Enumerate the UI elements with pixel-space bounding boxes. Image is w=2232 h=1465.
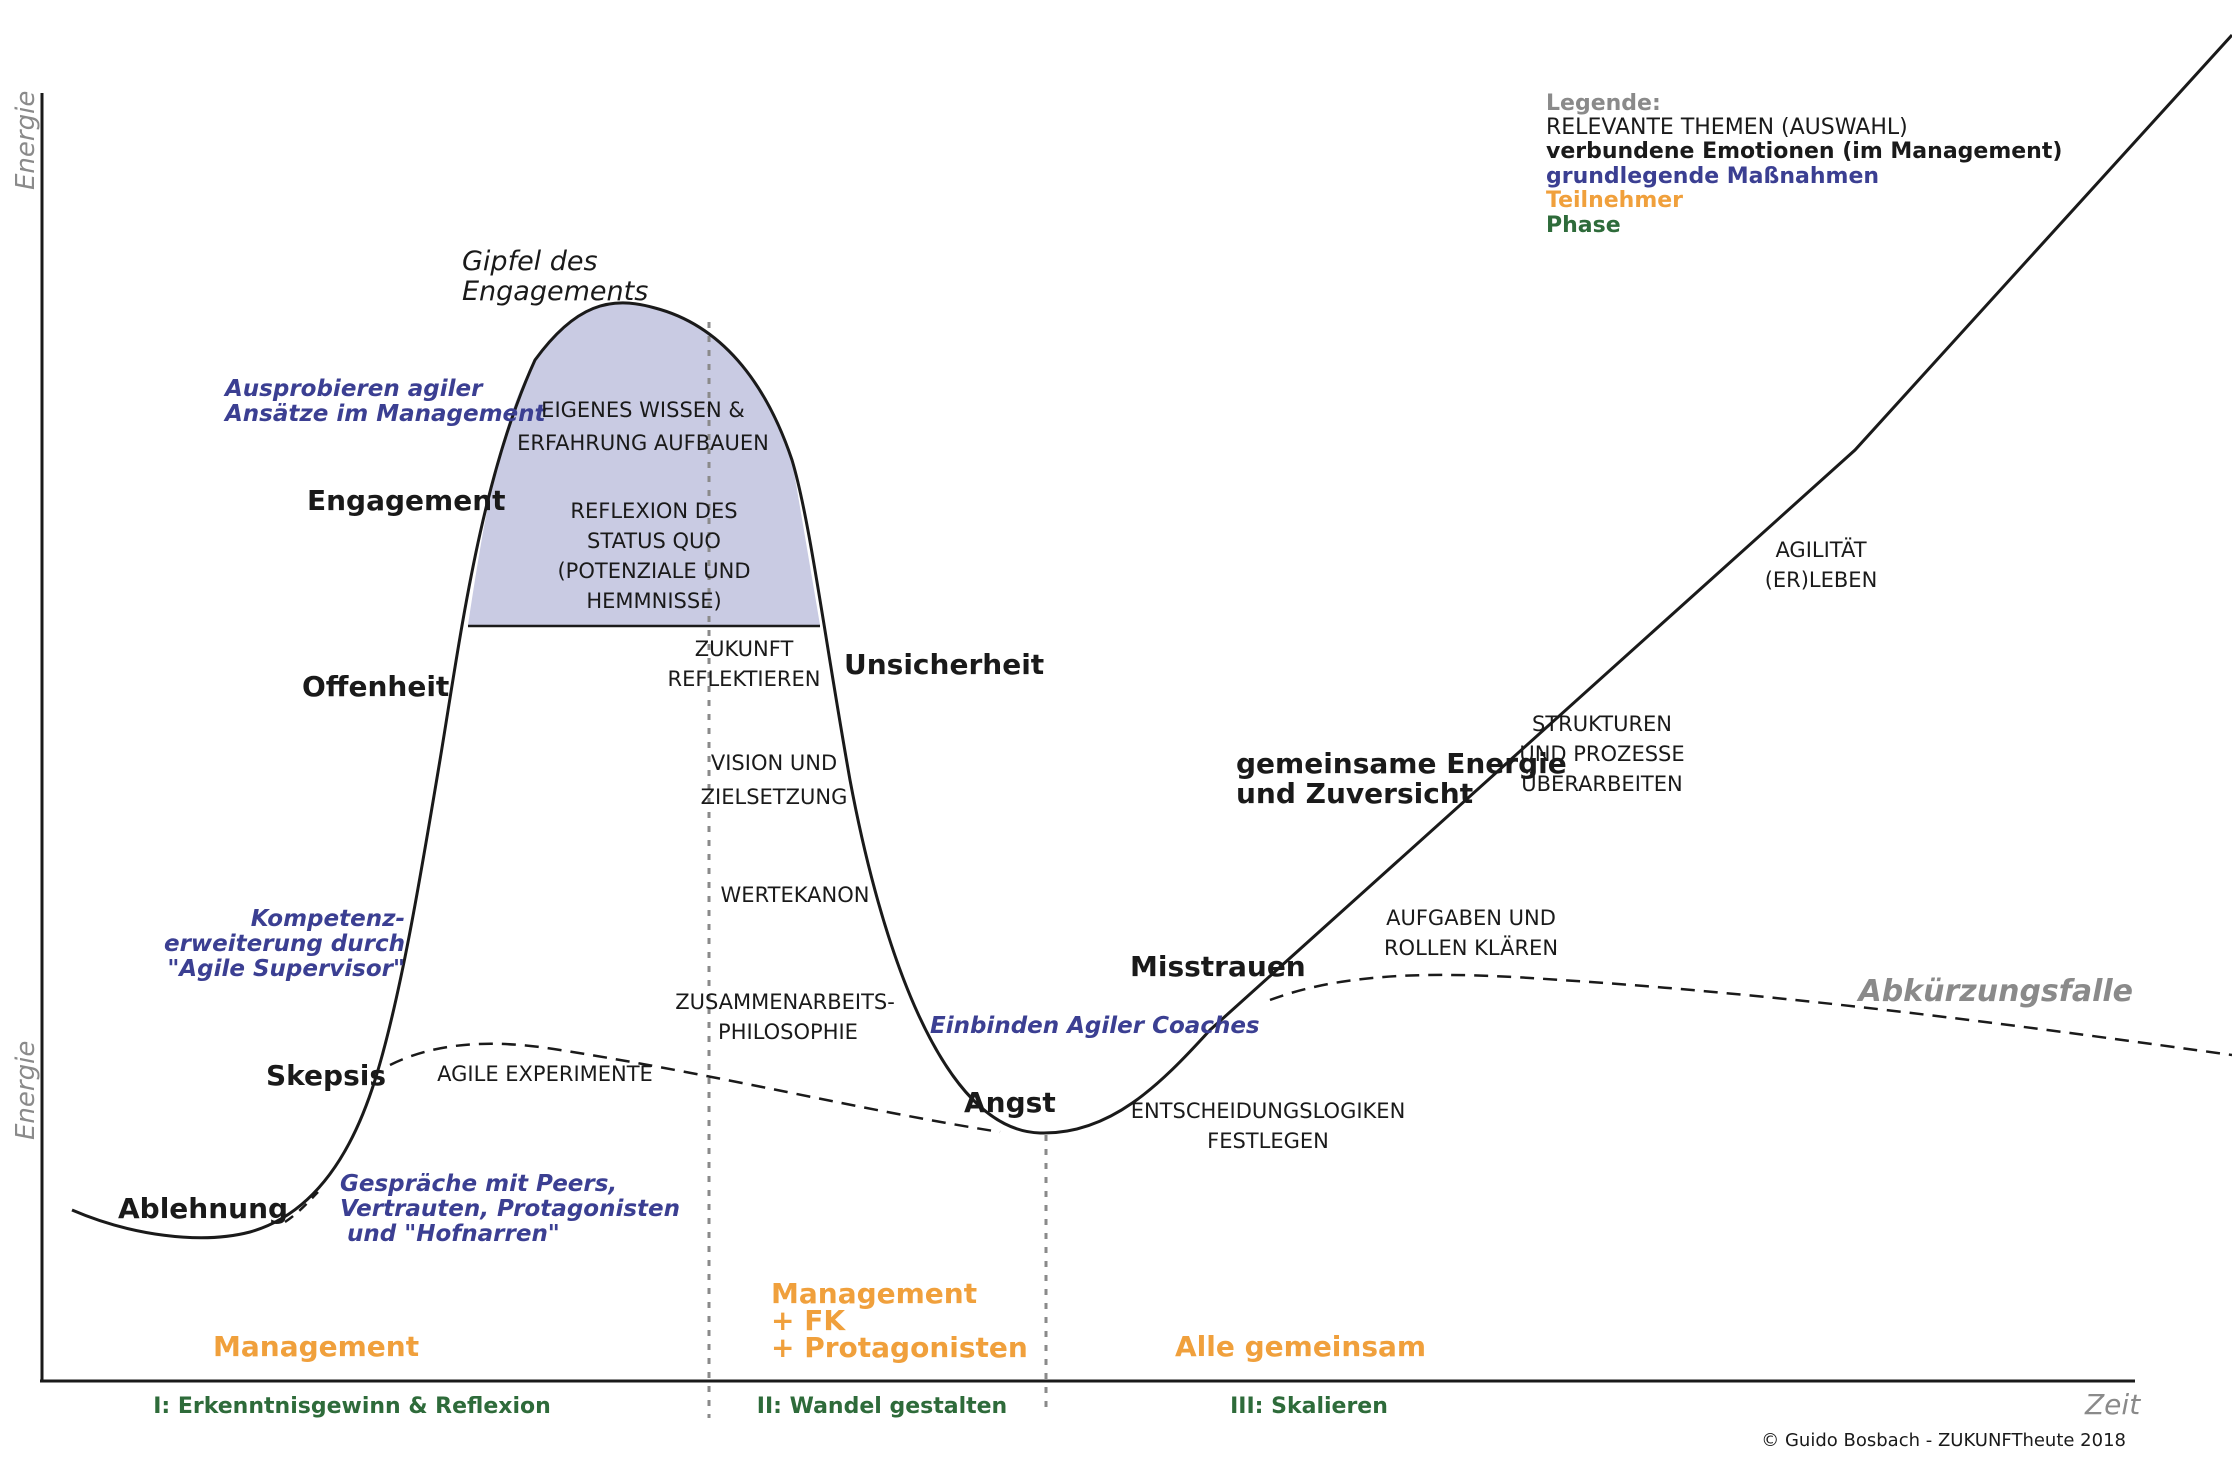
theme-zusammen-line2: PHILOSOPHIE [718, 1020, 858, 1044]
theme-zusammen-line1: ZUSAMMENARBEITS- [675, 990, 895, 1014]
theme-reflexion-line2: STATUS QUO [587, 529, 721, 553]
phase-3-label: III: Skalieren [1230, 1394, 1388, 1419]
measure-kompetenz-line2: erweiterung durch [164, 931, 405, 957]
emotion-engagement: Engagement [307, 484, 506, 517]
legend-themes: RELEVANTE THEMEN (AUSWAHL) [1546, 115, 1908, 140]
legend-emotions: verbundene Emotionen (im Management) [1546, 139, 2062, 164]
participants-mid-line2: + FK [771, 1304, 846, 1337]
measure-gespraeche-line1: Gespräche mit Peers, [340, 1171, 617, 1197]
participants-all: Alle gemeinsam [1175, 1330, 1426, 1363]
theme-zukunft-line2: REFLEKTIEREN [668, 667, 821, 691]
emotion-ablehnung: Ablehnung [118, 1192, 288, 1225]
peak-label-line1: Gipfel des [462, 246, 598, 277]
participants-mid-line3: + Protagonisten [771, 1331, 1028, 1364]
emotion-energie-line2: und Zuversicht [1236, 777, 1473, 810]
measure-kompetenz-line1: Kompetenz- [251, 906, 405, 932]
y-axis-label-bottom: Energie [11, 1041, 41, 1140]
theme-aufgaben-line1: AUFGABEN UND [1386, 906, 1556, 930]
theme-agilitaet-line2: (ER)LEBEN [1765, 568, 1878, 592]
x-axis-label: Zeit [2084, 1388, 2141, 1421]
legend-title: Legende: [1546, 91, 1661, 116]
participants-mid-line1: Management [771, 1277, 977, 1310]
peak-shaded-region [468, 302, 820, 625]
theme-wertekanon: WERTEKANON [721, 883, 870, 907]
theme-aufgaben-line2: ROLLEN KLÄREN [1384, 935, 1558, 960]
legend-phase: Phase [1546, 213, 1621, 238]
emotion-skepsis: Skepsis [266, 1059, 386, 1092]
theme-strukturen-line3: ÜBERARBEITEN [1521, 771, 1682, 796]
theme-agilitaet-line1: AGILITÄT [1775, 537, 1866, 562]
participants-management: Management [213, 1330, 419, 1363]
legend: Legende: RELEVANTE THEMEN (AUSWAHL) verb… [1546, 91, 2062, 238]
y-axis-label-top: Energie [11, 91, 41, 190]
emotion-misstrauen: Misstrauen [1130, 950, 1306, 983]
theme-vision-line2: ZIELSETZUNG [701, 785, 848, 809]
theme-reflexion-line1: REFLEXION DES [570, 499, 737, 523]
measure-ausprobieren-line2: Ansätze im Management [223, 401, 547, 427]
legend-participants: Teilnehmer [1546, 188, 1683, 213]
peak-label-line2: Engagements [462, 276, 648, 307]
theme-strukturen-line2: UND PROZESSE [1519, 742, 1684, 766]
measure-coaches: Einbinden Agiler Coaches [930, 1013, 1260, 1039]
emotion-unsicherheit: Unsicherheit [844, 648, 1044, 681]
measure-ausprobieren-line1: Ausprobieren agiler [223, 376, 484, 402]
measure-kompetenz-line3: "Agile Supervisor" [167, 956, 405, 982]
phase-1-label: I: Erkenntnisgewinn & Reflexion [153, 1394, 551, 1419]
theme-experimente: AGILE EXPERIMENTE [437, 1062, 653, 1086]
measure-gespraeche-line2: Vertrauten, Protagonisten [340, 1196, 680, 1222]
theme-entscheidung-line1: ENTSCHEIDUNGSLOGIKEN [1131, 1099, 1406, 1123]
shortcut-trap-label: Abkürzungsfalle [1856, 974, 2133, 1009]
emotion-angst: Angst [964, 1086, 1056, 1119]
shortcut-dashed-curve-left [389, 1042, 1001, 1134]
shortcut-dashed-curve-right [1269, 973, 2232, 1057]
theme-reflexion-line4: HEMMNISSE) [586, 589, 721, 613]
emotion-offenheit: Offenheit [302, 670, 449, 703]
emotion-energie-line1: gemeinsame Energie [1236, 747, 1567, 780]
theme-reflexion-line3: (POTENZIALE UND [557, 559, 750, 583]
theme-wissen-line1: EIGENES WISSEN & [541, 398, 745, 422]
legend-measures: grundlegende Maßnahmen [1546, 164, 1879, 189]
theme-wissen-line2: ERFAHRUNG AUFBAUEN [517, 431, 769, 455]
phase-2-label: II: Wandel gestalten [757, 1394, 1007, 1419]
theme-vision-line1: VISION UND [711, 751, 837, 775]
theme-zukunft-line1: ZUKUNFT [695, 637, 794, 661]
measure-gespraeche-line3: und "Hofnarren" [347, 1221, 560, 1247]
copyright-note: © Guido Bosbach - ZUKUNFTheute 2018 [1761, 1430, 2126, 1451]
theme-strukturen-line1: STRUKTUREN [1532, 712, 1672, 736]
shortcut-dashed-curve-start [284, 1191, 319, 1224]
theme-entscheidung-line2: FESTLEGEN [1207, 1129, 1329, 1153]
main-energy-curve [71, 33, 2232, 1240]
